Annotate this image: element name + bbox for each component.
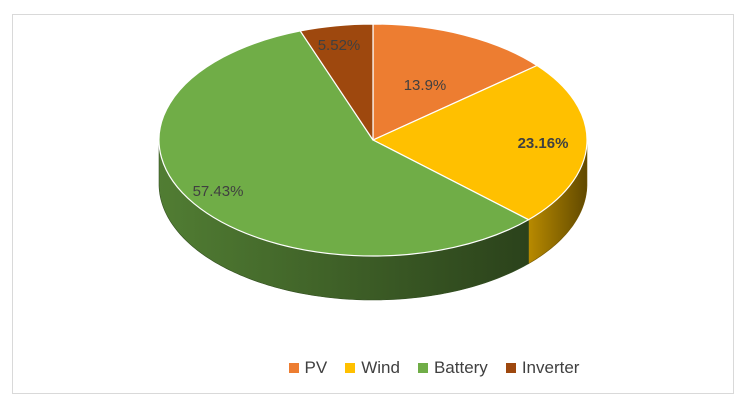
legend-item-inverter: Inverter xyxy=(505,358,580,378)
pie-slice-battery xyxy=(158,30,530,257)
legend-swatch-battery xyxy=(417,363,428,373)
legend-label-battery: Battery xyxy=(433,358,488,377)
pie-slice-wind xyxy=(372,64,588,221)
legend-label-wind: Wind xyxy=(361,358,400,377)
legend-swatch-pv xyxy=(288,363,299,373)
data-label-inverter: 5.52% xyxy=(318,37,361,54)
legend-label-pv: PV xyxy=(304,358,328,377)
legend-label-inverter: Inverter xyxy=(521,358,580,377)
legend-item-battery: Battery xyxy=(417,358,488,378)
legend-item-pv: PV xyxy=(288,358,328,378)
pie-slice-inverter xyxy=(299,23,374,141)
data-label-battery: 57.43% xyxy=(193,183,244,200)
legend-swatch-inverter xyxy=(505,363,516,373)
chart-legend: PV Wind Battery Inverter xyxy=(0,356,748,380)
data-label-wind: 23.16% xyxy=(518,135,569,152)
data-label-pv: 13.9% xyxy=(404,77,447,94)
legend-item-wind: Wind xyxy=(345,358,400,378)
legend-swatch-wind xyxy=(345,363,356,373)
pie-slice-pv xyxy=(372,23,538,141)
